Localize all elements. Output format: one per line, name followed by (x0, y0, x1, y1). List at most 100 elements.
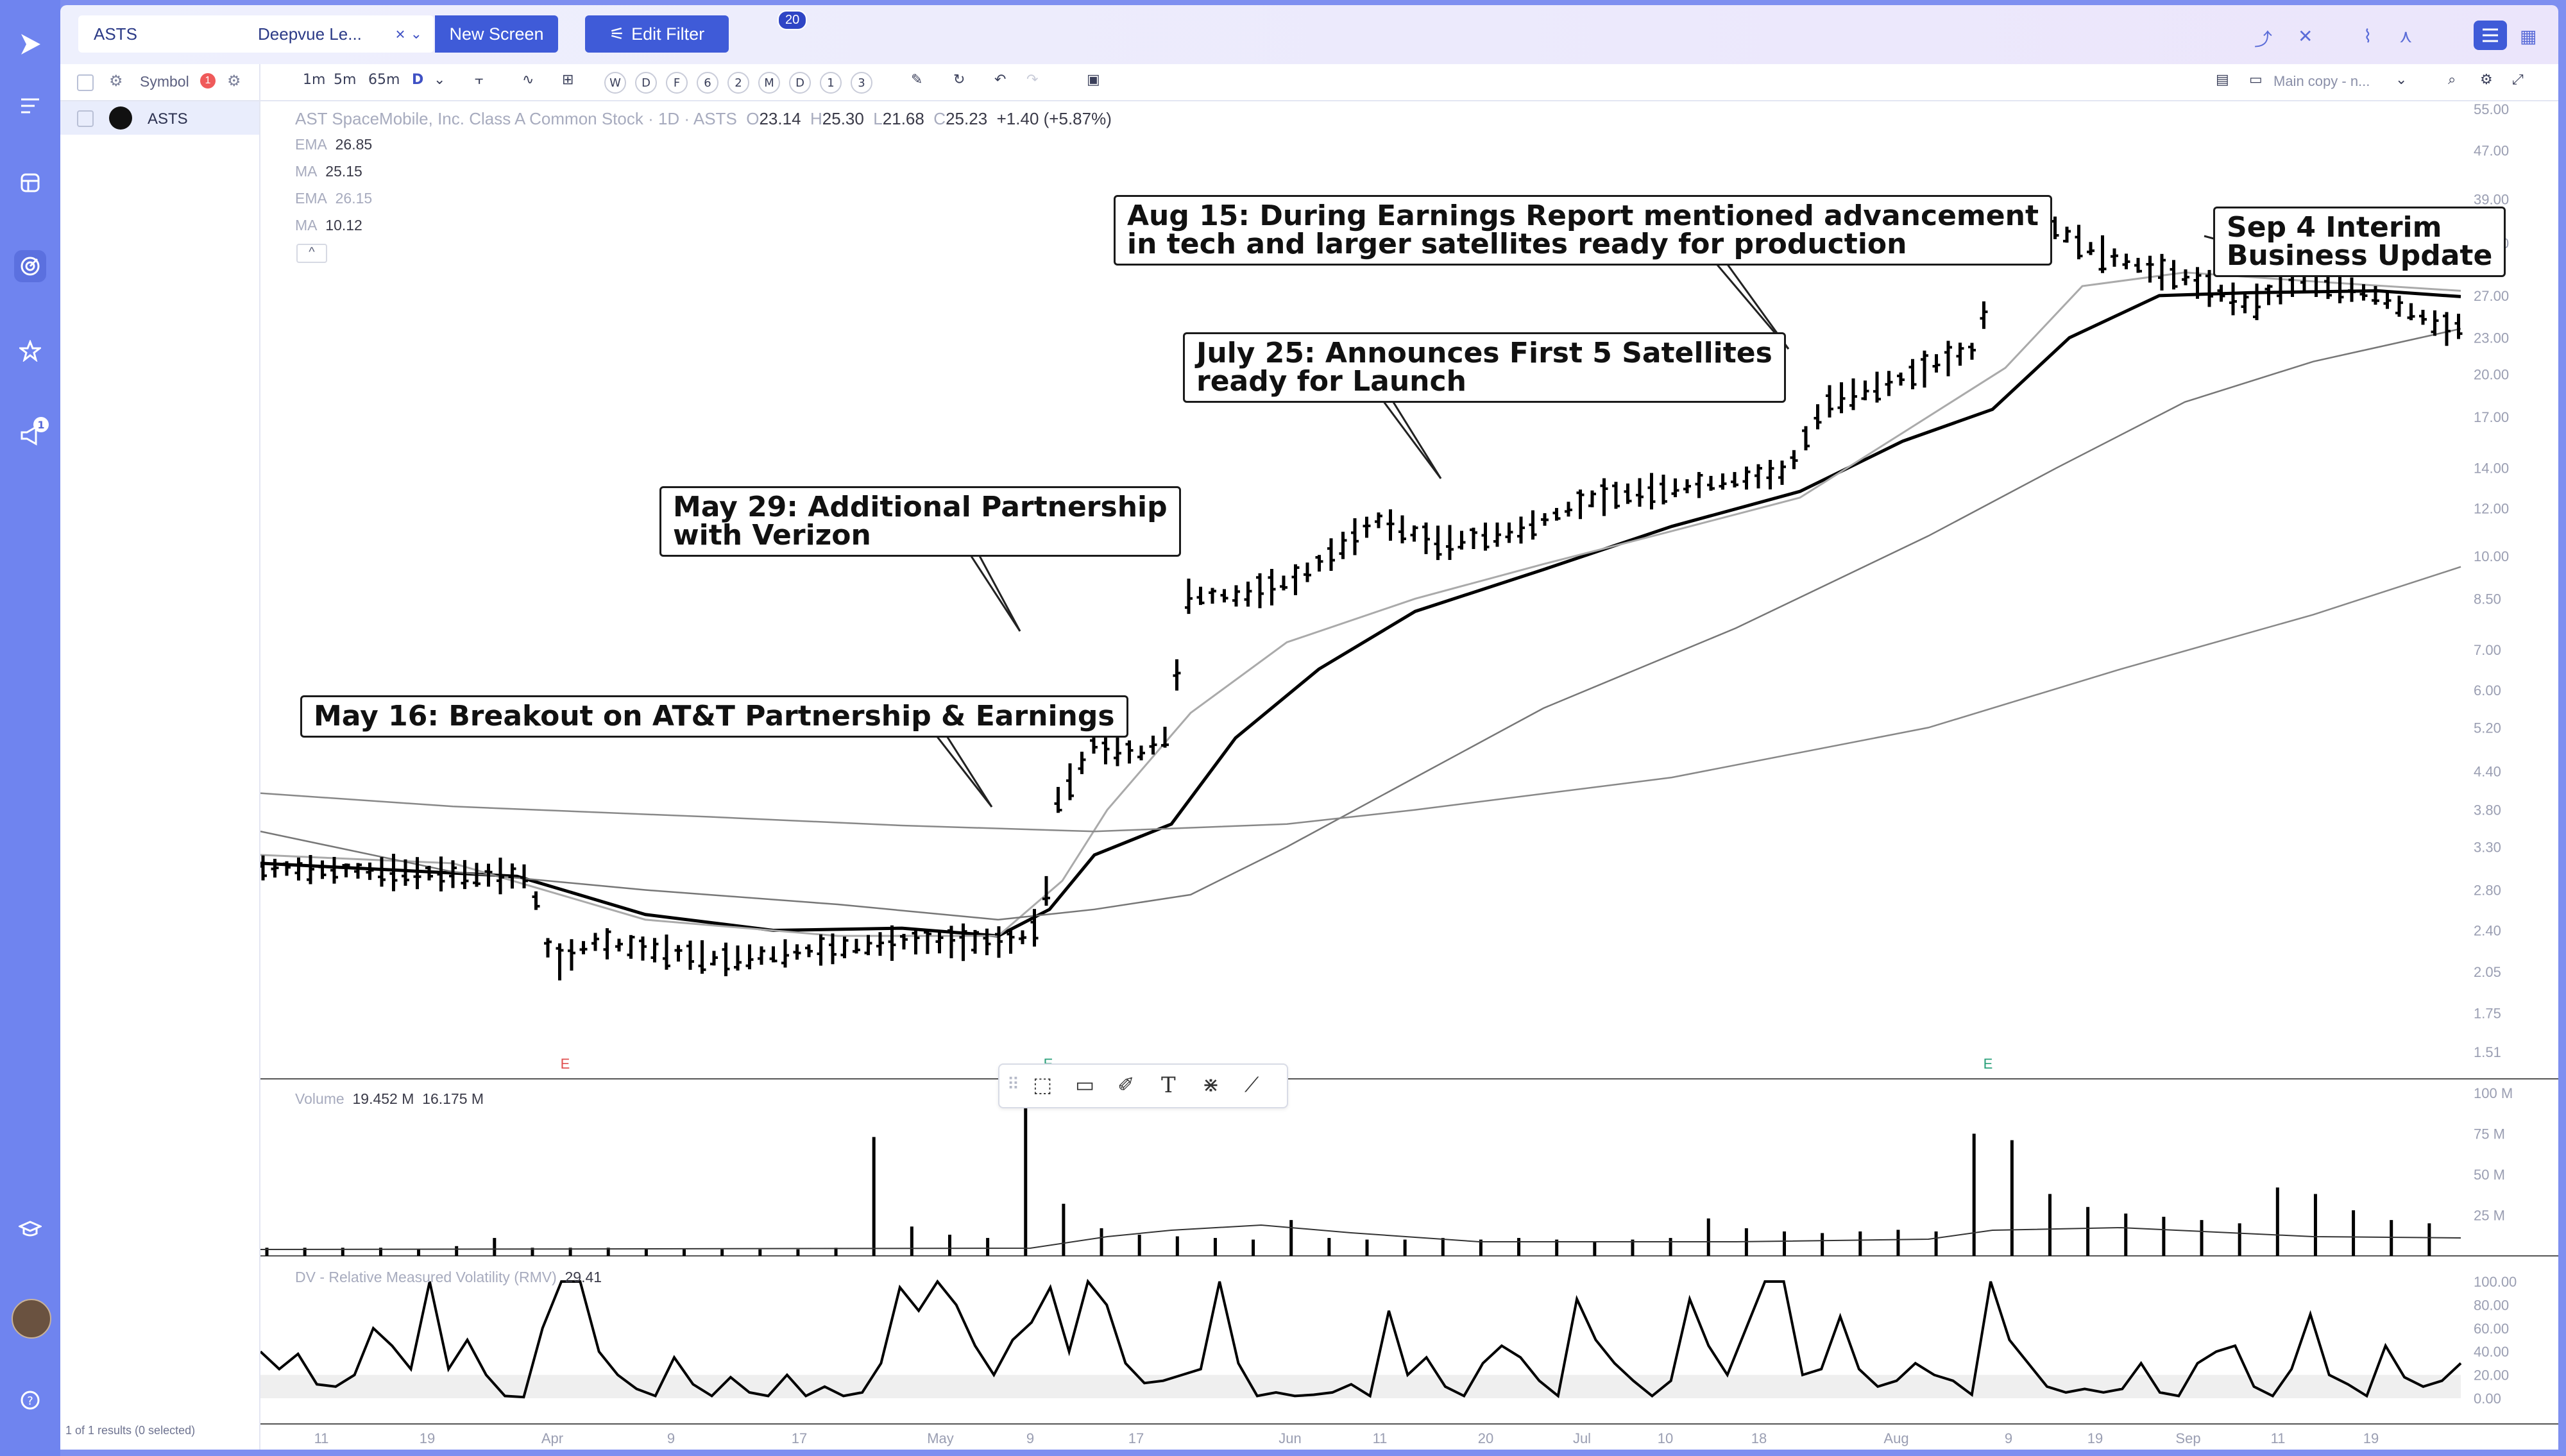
time-axis-label: 9 (667, 1430, 675, 1446)
new-screen-button[interactable]: New Screen (435, 15, 558, 53)
edit-filter-button[interactable]: ⚟ Edit Filter (585, 15, 729, 53)
layout-dropdown-icon[interactable]: ⌄ (2395, 72, 2408, 88)
rmv-axis-label: 80.00 (2474, 1297, 2509, 1313)
period-button-6[interactable]: 6 (697, 72, 718, 94)
line-tool-icon[interactable]: ⟋ (1245, 1072, 1259, 1097)
play-logo-icon[interactable] (14, 28, 46, 60)
brush-tool-icon[interactable]: ✐ (1117, 1072, 1135, 1097)
fullscreen-icon[interactable]: ⤢ (2512, 72, 2524, 88)
chart-line-icon[interactable]: ⌇ (2363, 26, 2372, 47)
text-tool-icon[interactable]: T (1161, 1072, 1176, 1098)
menu-icon[interactable] (14, 90, 46, 122)
ma-short-line (260, 271, 2461, 937)
layout-name[interactable]: Main copy - n... (2273, 73, 2370, 89)
timeframe-5m[interactable]: 5m (334, 72, 357, 88)
zoom-icon[interactable]: ⌕ (2448, 72, 2456, 88)
volume-axis-label: 50 M (2474, 1167, 2505, 1183)
help-icon[interactable]: ? (14, 1384, 46, 1416)
annotation-jul25[interactable]: July 25: Announces First 5 Satellites rea… (1183, 332, 1786, 403)
rmv-axis-label: 40.00 (2474, 1344, 2509, 1360)
tab-label: ASTS (94, 24, 137, 44)
x-twitter-icon[interactable]: ✕ (2298, 26, 2313, 47)
list-item[interactable]: ASTS (60, 101, 259, 135)
draw-pen-icon[interactable]: ✎ (911, 72, 923, 88)
symbol-badge: 1 (200, 73, 216, 89)
layout-icon[interactable]: ▤ (2216, 72, 2229, 88)
price-axis-label: 14.00 (2474, 460, 2509, 476)
announcement-icon[interactable]: 1 (14, 417, 49, 452)
annotation-aug15[interactable]: Aug 15: During Earnings Report mentioned… (1114, 195, 2052, 266)
fib-tool-icon[interactable]: ⋇ (1202, 1072, 1219, 1097)
rectangle-tool-icon[interactable]: ⬚ (1033, 1072, 1053, 1097)
period-button-f[interactable]: F (666, 72, 688, 94)
price-axis-label: 20.00 (2474, 367, 2509, 383)
bar-style-icon[interactable]: ⫟ (475, 72, 484, 88)
symbol-list-panel: ⚙ Symbol 1 ⚙ ASTS 1 of 1 results (0 sele… (60, 64, 260, 1450)
folder-icon[interactable]: ▭ (2249, 72, 2263, 88)
scanner-icon[interactable] (14, 250, 46, 282)
period-button-d[interactable]: D (789, 72, 811, 94)
time-axis-label: 9 (1026, 1430, 1034, 1446)
price-axis-label: 6.00 (2474, 682, 2501, 698)
rmv-axis-label: 100.00 (2474, 1274, 2517, 1290)
period-button-2[interactable]: 2 (727, 72, 749, 94)
indicators-icon[interactable]: ∿ (522, 72, 534, 88)
user-avatar[interactable] (12, 1299, 51, 1339)
annotation-sep4[interactable]: Sep 4 Interim Business Update (2213, 207, 2506, 277)
period-button-3[interactable]: 3 (851, 72, 872, 94)
drag-handle-icon[interactable]: ⠿ (1007, 1075, 1020, 1094)
share-icon[interactable]: ⤴ (2254, 29, 2273, 50)
price-axis-label: 7.00 (2474, 642, 2501, 658)
callout-tool-icon[interactable]: ▭ (1075, 1072, 1095, 1097)
symbol-column-header[interactable]: Symbol (140, 73, 189, 90)
tab-asts[interactable]: ASTS × (78, 15, 268, 53)
time-axis[interactable] (260, 1424, 2558, 1450)
education-icon[interactable] (14, 1214, 46, 1246)
star-icon[interactable] (14, 335, 46, 367)
chevron-down-icon[interactable]: ⌄ (410, 26, 422, 42)
period-button-d[interactable]: D (635, 72, 657, 94)
period-button-1[interactable]: 1 (820, 72, 842, 94)
timeframe-d[interactable]: D (412, 72, 424, 88)
undo-icon[interactable]: ↶ (994, 72, 1007, 88)
volume-legend: Volume 19.452 M 16.175 M (295, 1090, 484, 1107)
tab-deepvue[interactable]: Deepvue Le... × ⌄ (241, 15, 434, 53)
period-button-m[interactable]: M (758, 72, 780, 94)
top-bar: ASTS × Deepvue Le... × ⌄ New Screen ⚟ Ed… (60, 5, 2558, 64)
rmv-axis-label: 20.00 (2474, 1367, 2509, 1384)
edit-filter-label: Edit Filter (631, 24, 705, 44)
column-settings-icon[interactable]: ⚙ (227, 72, 241, 90)
timeframe-1m[interactable]: 1m (303, 72, 326, 88)
time-axis-label: 19 (2087, 1430, 2103, 1446)
chart-settings-icon[interactable]: ⚙ (2480, 72, 2493, 88)
close-icon[interactable]: × (395, 24, 405, 44)
list-view-button[interactable] (2474, 21, 2507, 50)
collapse-legend-button[interactable]: ^ (296, 244, 327, 263)
timeframe-65m[interactable]: 65m (368, 72, 400, 88)
grid-view-icon[interactable]: ▦ (2520, 26, 2537, 47)
templates-icon[interactable]: ⊞ (562, 72, 574, 88)
price-axis-label: 8.50 (2474, 591, 2501, 607)
select-all-checkbox[interactable] (77, 74, 94, 91)
refresh-icon[interactable]: ↻ (953, 72, 965, 88)
redo-icon[interactable]: ↷ (1026, 72, 1039, 88)
compare-icon[interactable]: ⋏ (2399, 26, 2413, 47)
callout-pointer (928, 725, 993, 808)
row-checkbox[interactable] (77, 110, 94, 127)
period-button-w[interactable]: W (604, 72, 626, 94)
annotation-may16[interactable]: May 16: Breakout on AT&T Partnership & E… (300, 695, 1128, 738)
watchlist-icon[interactable] (14, 167, 46, 199)
price-axis-label: 23.00 (2474, 330, 2509, 346)
annotation-may29[interactable]: May 29: Additional Partnership with Veriz… (659, 486, 1181, 557)
chart-area[interactable]: AST SpaceMobile, Inc. Class A Common Sto… (260, 101, 2558, 1450)
indicator-legend-ema1: EMA 26.85 (295, 136, 373, 153)
callout-pointer (939, 725, 993, 808)
settings-icon[interactable]: ⚙ (109, 72, 123, 90)
time-axis-label: 9 (2005, 1430, 2012, 1446)
calendar-icon[interactable]: ▣ (1087, 72, 1100, 88)
timeframe-dropdown-icon[interactable]: ⌄ (434, 72, 446, 88)
price-axis-label: 2.80 (2474, 883, 2501, 899)
time-axis-label: Jun (1279, 1430, 1301, 1446)
time-axis-label: 11 (2271, 1430, 2286, 1446)
time-axis-label: Aug (1883, 1430, 1908, 1446)
